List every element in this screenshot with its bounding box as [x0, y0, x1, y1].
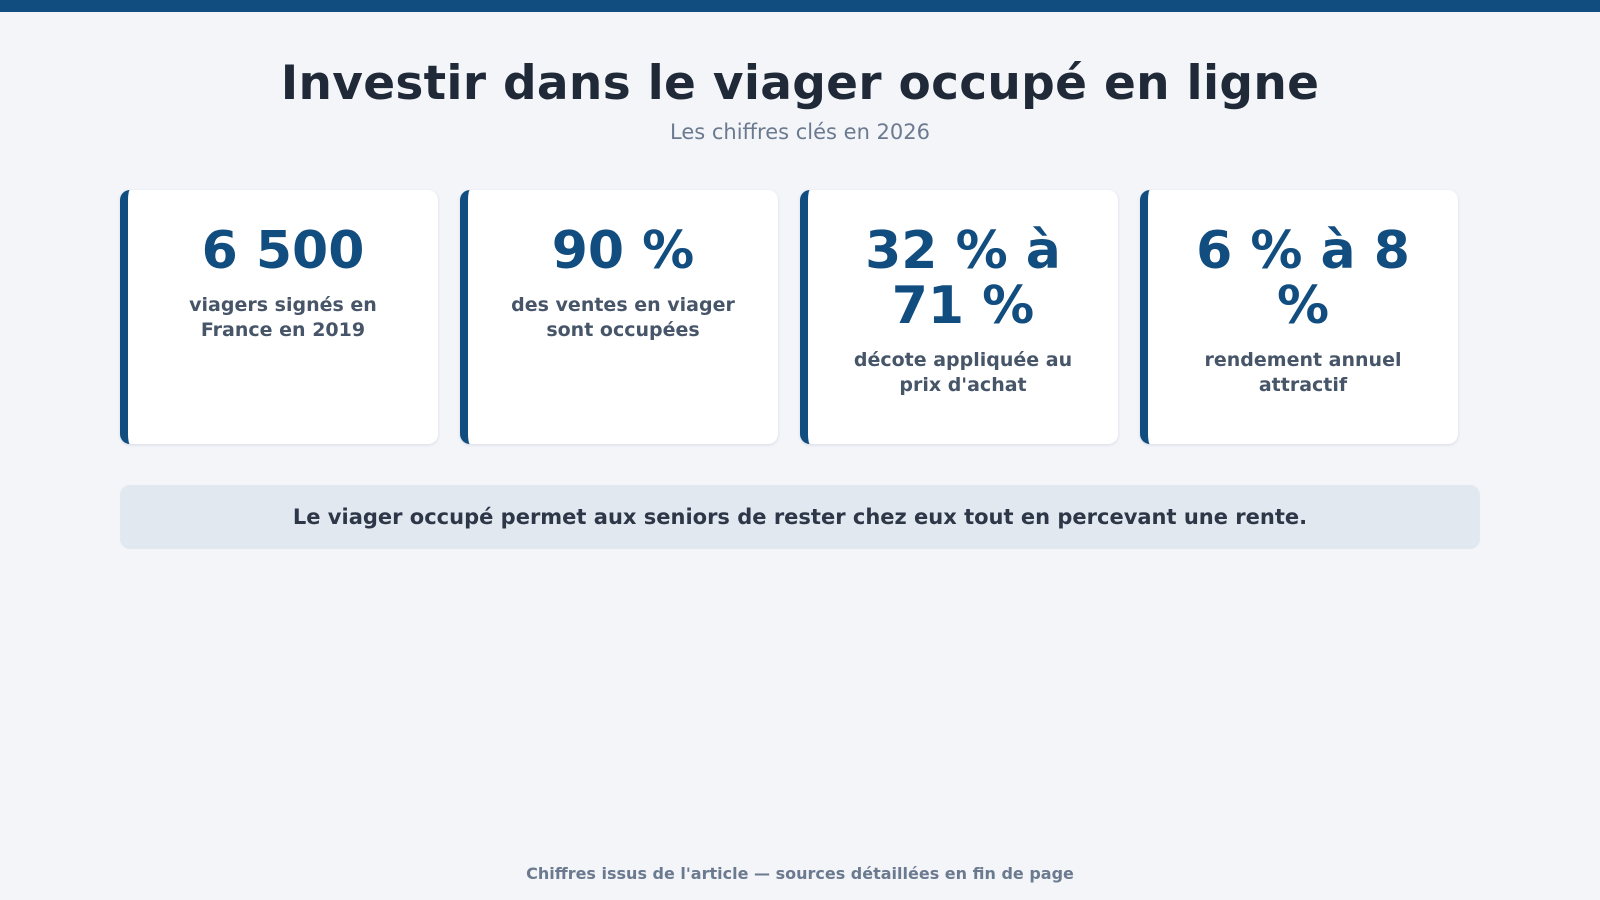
stat-label: des ventes en viager sont occupées	[511, 294, 735, 341]
callout-text: Le viager occupé permet aux seniors de r…	[292, 505, 1308, 529]
stat-value: 6 % à 8 %	[1196, 221, 1410, 336]
page-subtitle: Les chiffres clés en 2026	[670, 120, 930, 144]
stat-card-rendement: 6 % à 8 % rendement annuel attractif	[1140, 190, 1458, 444]
footer-note: Chiffres issus de l'article — sources dé…	[526, 864, 1074, 883]
stat-value: 32 % à 71 %	[865, 221, 1061, 336]
stat-value: 6 500	[201, 221, 365, 281]
stat-label: décote appliquée au prix d'achat	[853, 349, 1073, 396]
stat-label: viagers signés en France en 2019	[189, 294, 377, 341]
stat-label: rendement annuel attractif	[1204, 349, 1402, 396]
stats-cards: 6 500 viagers signés en France en 2019 9…	[120, 190, 1480, 444]
callout-banner: Le viager occupé permet aux seniors de r…	[120, 485, 1480, 549]
page-title: Investir dans le viager occupé en ligne	[280, 56, 1320, 111]
top-accent-bar	[0, 0, 1600, 12]
stat-card-viagers-signes: 6 500 viagers signés en France en 2019	[120, 190, 438, 444]
stat-value: 90 %	[551, 221, 695, 281]
stat-card-decote: 32 % à 71 % décote appliquée au prix d'a…	[800, 190, 1118, 444]
stat-card-ventes-occupees: 90 % des ventes en viager sont occupées	[460, 190, 778, 444]
